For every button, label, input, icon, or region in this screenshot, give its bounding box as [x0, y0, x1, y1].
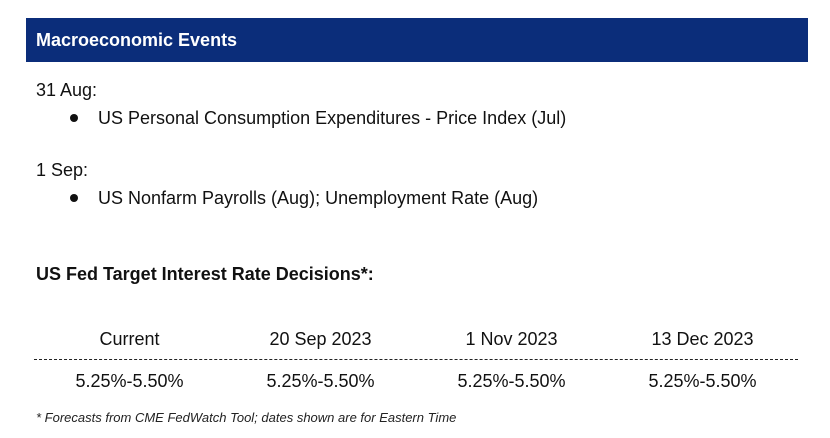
section-header-title: Macroeconomic Events: [36, 29, 238, 50]
column-header-20-sep-2023: 20 Sep 2023: [269, 329, 372, 349]
column-header-13-dec-2023: 13 Dec 2023: [651, 329, 754, 349]
rate-value-13-dec-2023: 5.25%-5.50%: [648, 371, 757, 391]
table-header-row: Current 20 Sep 2023 1 Nov 2023 13 Dec 20…: [34, 326, 798, 352]
section-header-bar: Macroeconomic Events: [26, 18, 808, 62]
event-group-1-sep: 1 Sep: US Nonfarm Payrolls (Aug); Unempl…: [36, 158, 538, 210]
column-header-current: Current: [99, 329, 160, 349]
dashed-divider: [34, 359, 798, 360]
event-list: US Personal Consumption Expenditures - P…: [36, 106, 566, 130]
rate-value-current: 5.25%-5.50%: [75, 371, 184, 391]
event-item: US Nonfarm Payrolls (Aug); Unemployment …: [36, 186, 538, 210]
event-date: 1 Sep:: [36, 160, 89, 180]
rate-value-1-nov-2023: 5.25%-5.50%: [457, 371, 566, 391]
fed-rate-table: Current 20 Sep 2023 1 Nov 2023 13 Dec 20…: [34, 326, 798, 394]
event-item: US Personal Consumption Expenditures - P…: [36, 106, 566, 130]
event-date: 31 Aug:: [36, 80, 98, 100]
bullet-icon: [70, 194, 78, 202]
rate-value-20-sep-2023: 5.25%-5.50%: [266, 371, 375, 391]
event-group-31-aug: 31 Aug: US Personal Consumption Expendit…: [36, 78, 566, 130]
footnote: * Forecasts from CME FedWatch Tool; date…: [36, 410, 457, 425]
table-row: 5.25%-5.50% 5.25%-5.50% 5.25%-5.50% 5.25…: [34, 368, 798, 394]
event-item-label: US Personal Consumption Expenditures - P…: [98, 108, 567, 128]
bullet-icon: [70, 114, 78, 122]
fed-decisions-title: US Fed Target Interest Rate Decisions*:: [36, 264, 374, 284]
column-header-1-nov-2023: 1 Nov 2023: [465, 329, 558, 349]
event-list: US Nonfarm Payrolls (Aug); Unemployment …: [36, 186, 538, 210]
event-item-label: US Nonfarm Payrolls (Aug); Unemployment …: [98, 188, 539, 208]
